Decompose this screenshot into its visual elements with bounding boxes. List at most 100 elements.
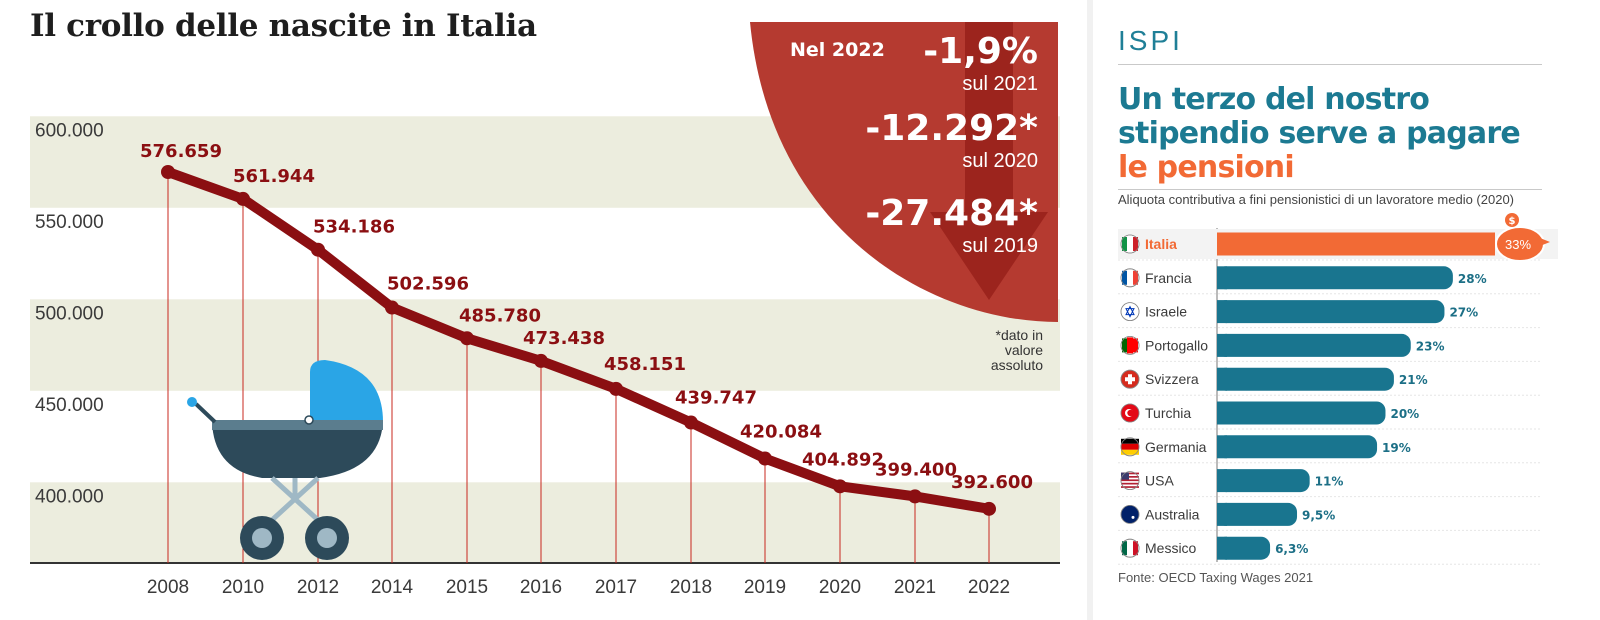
baby-stroller-icon xyxy=(187,360,383,560)
country-label: Turchia xyxy=(1145,405,1191,421)
data-point xyxy=(609,381,623,396)
bar-square-end xyxy=(1217,300,1227,324)
value-label: 21% xyxy=(1399,373,1428,387)
births-series-line xyxy=(163,166,994,514)
bar xyxy=(1217,266,1453,290)
country-label: Messico xyxy=(1145,540,1197,556)
chart-subtitle: Aliquota contributiva a fini pensionisti… xyxy=(1118,192,1514,207)
y-tick-label: 450.000 xyxy=(35,395,104,416)
stroller-frame xyxy=(270,476,320,522)
country-label: Israele xyxy=(1145,304,1187,320)
footnote-line: *dato in xyxy=(996,327,1043,343)
flag-stripe xyxy=(1133,338,1138,353)
data-label: 534.186 xyxy=(313,217,395,238)
mexico-flag-icon xyxy=(1120,538,1140,558)
headline-line-1: Un terzo del nostro xyxy=(1118,82,1430,117)
x-tick-label: 2018 xyxy=(670,577,712,598)
bar-square-end xyxy=(1217,266,1227,290)
panel-divider xyxy=(1087,0,1093,620)
germany-flag-icon xyxy=(1120,437,1140,457)
flag-stripe xyxy=(1133,270,1138,285)
data-label: 439.747 xyxy=(675,388,757,409)
coin xyxy=(1505,213,1519,227)
bar xyxy=(1217,469,1310,493)
y-tick-label: 500.000 xyxy=(35,303,104,324)
portugal-flag-icon xyxy=(1120,335,1140,355)
country-label: USA xyxy=(1145,473,1174,489)
flag-stripe xyxy=(1121,438,1139,444)
data-label: 561.944 xyxy=(233,166,315,187)
data-point xyxy=(161,164,175,179)
data-point xyxy=(236,191,250,206)
callout-caption: sul 2019 xyxy=(962,235,1038,257)
piggy-bank-icon: $ xyxy=(1495,213,1550,262)
bar xyxy=(1217,502,1298,526)
bar-square-end xyxy=(1217,435,1227,459)
flag-crescent-cut xyxy=(1127,409,1134,417)
y-tick-label: 600.000 xyxy=(35,120,104,141)
x-tick-label: 2020 xyxy=(819,577,861,598)
value-label: 11% xyxy=(1315,475,1344,489)
value-label: 6,3% xyxy=(1275,542,1308,556)
stroller-hinge xyxy=(304,415,314,425)
bar-square-end xyxy=(1217,333,1227,357)
stroller-handle xyxy=(194,402,217,424)
israel-flag-icon xyxy=(1120,302,1140,322)
flag-stripe xyxy=(1122,541,1127,556)
france-flag-icon xyxy=(1120,268,1140,288)
data-point xyxy=(311,242,325,257)
flag-outline xyxy=(1120,437,1140,457)
births-line-chart: 600.000 550.000 500.000 450.000 400.000 2008 2… xyxy=(30,22,1060,598)
x-tick-label: 2014 xyxy=(371,577,414,598)
callout-caption: sul 2020 xyxy=(962,150,1038,172)
country-label: Svizzera xyxy=(1145,371,1199,387)
bar xyxy=(1217,367,1394,391)
down-arrow-icon xyxy=(930,22,1048,300)
usa-flag-icon xyxy=(1120,471,1140,491)
subtitle-rule xyxy=(1118,189,1542,190)
value-label: 33% xyxy=(1505,237,1531,252)
data-point xyxy=(758,451,772,466)
top-rule xyxy=(1118,64,1542,65)
headline-line-2: stipendio serve a pagare xyxy=(1118,116,1521,151)
bar xyxy=(1217,536,1271,560)
x-tick-label: 2010 xyxy=(222,577,264,598)
flag-stripe xyxy=(1121,476,1139,478)
flag-stripe xyxy=(1122,338,1127,353)
data-point xyxy=(460,331,474,346)
flag-stripe xyxy=(1133,541,1138,556)
stroller-wheel-hub xyxy=(252,528,272,548)
flag-outline xyxy=(1120,369,1140,389)
x-tick-label: 2019 xyxy=(744,577,786,598)
bar xyxy=(1217,300,1445,324)
flag-star xyxy=(1131,515,1135,519)
headline: Un terzo del nostro stipendio serve a pa… xyxy=(1118,83,1558,185)
bar-square-end xyxy=(1217,367,1227,391)
data-label: 404.892 xyxy=(802,449,884,470)
piggy-snout xyxy=(1540,238,1550,246)
bar xyxy=(1217,333,1411,357)
callout-value: -1,9% xyxy=(923,31,1038,72)
callout-caption: sul 2021 xyxy=(962,73,1038,95)
data-point xyxy=(684,415,698,430)
data-label: 399.400 xyxy=(875,459,957,480)
flag-stripe xyxy=(1121,472,1139,475)
footnote-line: valore xyxy=(1005,342,1043,358)
country-label: Australia xyxy=(1145,506,1200,522)
turkey-flag-icon xyxy=(1120,403,1140,423)
flag-stripe xyxy=(1127,337,1133,354)
source-note: Fonte: OECD Taxing Wages 2021 xyxy=(1118,570,1314,585)
flag-stripe xyxy=(1121,443,1139,450)
flag-stripe xyxy=(1122,270,1127,285)
x-tick-label: 2012 xyxy=(297,577,339,598)
chart-title: Il crollo delle nascite in Italia xyxy=(30,8,537,44)
country-label: Francia xyxy=(1145,270,1192,286)
bar-square-end xyxy=(1217,502,1227,526)
flag-stripe xyxy=(1121,449,1139,455)
country-label: Germania xyxy=(1145,439,1207,455)
value-label: 19% xyxy=(1382,441,1411,455)
flag-outline xyxy=(1120,234,1140,254)
flag-outline xyxy=(1120,302,1140,322)
switzerland-flag-icon xyxy=(1120,369,1140,389)
flag-outline xyxy=(1120,538,1140,558)
